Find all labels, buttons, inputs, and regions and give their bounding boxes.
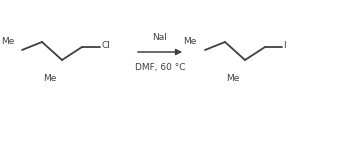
Text: Me: Me (43, 74, 57, 83)
Text: Me: Me (226, 74, 240, 83)
Text: Me: Me (1, 37, 14, 46)
Text: I: I (283, 41, 286, 51)
Text: DMF, 60 °C: DMF, 60 °C (135, 63, 185, 73)
Text: Me: Me (184, 37, 197, 46)
Text: NaI: NaI (153, 34, 167, 42)
Text: Cl: Cl (101, 41, 110, 51)
